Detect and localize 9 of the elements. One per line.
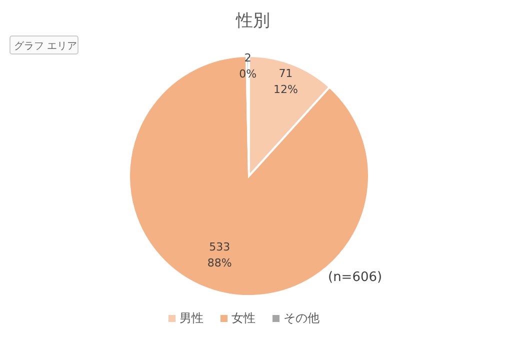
data-label: 2 0% bbox=[239, 52, 257, 81]
legend-label: 男性 bbox=[180, 311, 204, 325]
text: (n=606) bbox=[328, 270, 382, 285]
legend-label: 女性 bbox=[232, 311, 256, 325]
text: グラフ エリア bbox=[14, 41, 78, 52]
data-label: 71 12% bbox=[273, 66, 298, 96]
legend-label: その他 bbox=[284, 311, 320, 325]
chart-title: 性別 bbox=[235, 11, 270, 31]
data-label: 533 88% bbox=[207, 240, 232, 270]
